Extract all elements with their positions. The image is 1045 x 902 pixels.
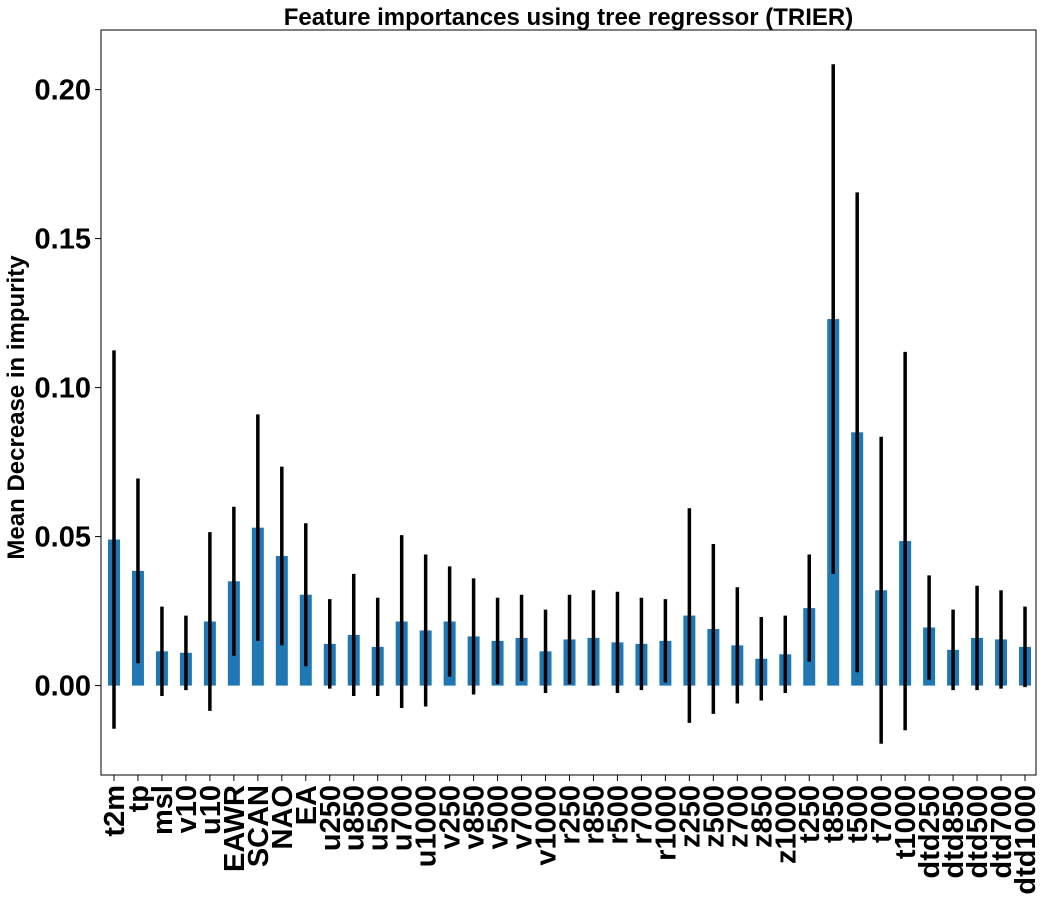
x-tick-label: u850 bbox=[339, 785, 371, 851]
y-tick-label: 0.15 bbox=[35, 224, 91, 256]
x-tick-label: v700 bbox=[507, 785, 539, 850]
x-tick-label: t1000 bbox=[890, 785, 922, 859]
x-tick-label: v1000 bbox=[531, 785, 563, 866]
x-tick-label: SCAN bbox=[243, 785, 275, 867]
chart-title: Feature importances using tree regressor… bbox=[284, 4, 853, 31]
x-tick-label: dtd500 bbox=[962, 785, 994, 878]
x-tick-label: dtd1000 bbox=[1010, 785, 1042, 895]
x-tick-label: t850 bbox=[818, 785, 850, 843]
x-tick-label: tp bbox=[123, 785, 155, 812]
x-tick-label: r1000 bbox=[650, 785, 682, 861]
x-tick-label: EAWR bbox=[219, 785, 251, 872]
x-tick-label: t250 bbox=[794, 785, 826, 843]
x-tick-label: z700 bbox=[722, 785, 754, 848]
y-tick-label: 0.05 bbox=[35, 522, 91, 554]
x-tick-label: t2m bbox=[99, 785, 131, 837]
x-tick-label: u10 bbox=[195, 785, 227, 835]
x-tick-label: z500 bbox=[698, 785, 730, 848]
x-tick-label: v500 bbox=[483, 785, 515, 850]
y-axis-ticks: 0.00 0.05 0.10 0.15 0.20 bbox=[35, 75, 101, 703]
x-tick-label: v850 bbox=[459, 785, 491, 850]
x-tick-label: z850 bbox=[746, 785, 778, 848]
error-bars bbox=[112, 64, 1027, 744]
y-tick-label: 0.10 bbox=[35, 373, 91, 405]
x-tick-label: v10 bbox=[171, 785, 203, 833]
x-tick-label: z250 bbox=[674, 785, 706, 848]
y-axis-label: Mean Decrease in impurity bbox=[3, 255, 30, 560]
x-tick-label: z1000 bbox=[770, 785, 802, 864]
x-tick-label: r700 bbox=[626, 785, 658, 845]
x-tick-label: dtd850 bbox=[938, 785, 970, 878]
x-tick-label: v250 bbox=[435, 785, 467, 850]
x-tick-label: u700 bbox=[387, 785, 419, 851]
x-tick-label: r500 bbox=[602, 785, 634, 845]
x-tick-label: dtd700 bbox=[986, 785, 1018, 878]
x-tick-label: dtd250 bbox=[914, 785, 946, 878]
plot-frame bbox=[100, 29, 1037, 776]
x-tick-label: r850 bbox=[578, 785, 610, 845]
x-tick-label: NAO bbox=[267, 785, 299, 849]
y-tick-label: 0.00 bbox=[35, 671, 91, 703]
x-tick-label: EA bbox=[291, 785, 323, 825]
x-axis-ticks: t2mtpmslv10u10EAWRSCANNAOEAu250u850u500u… bbox=[99, 775, 1042, 895]
x-tick-label: u250 bbox=[315, 785, 347, 851]
x-tick-label: t500 bbox=[842, 785, 874, 843]
x-tick-label: u500 bbox=[363, 785, 395, 851]
x-tick-label: u1000 bbox=[411, 785, 443, 867]
x-tick-label: msl bbox=[147, 785, 179, 835]
x-tick-label: r250 bbox=[555, 785, 587, 845]
y-tick-label: 0.20 bbox=[35, 75, 91, 107]
x-tick-label: t700 bbox=[866, 785, 898, 843]
